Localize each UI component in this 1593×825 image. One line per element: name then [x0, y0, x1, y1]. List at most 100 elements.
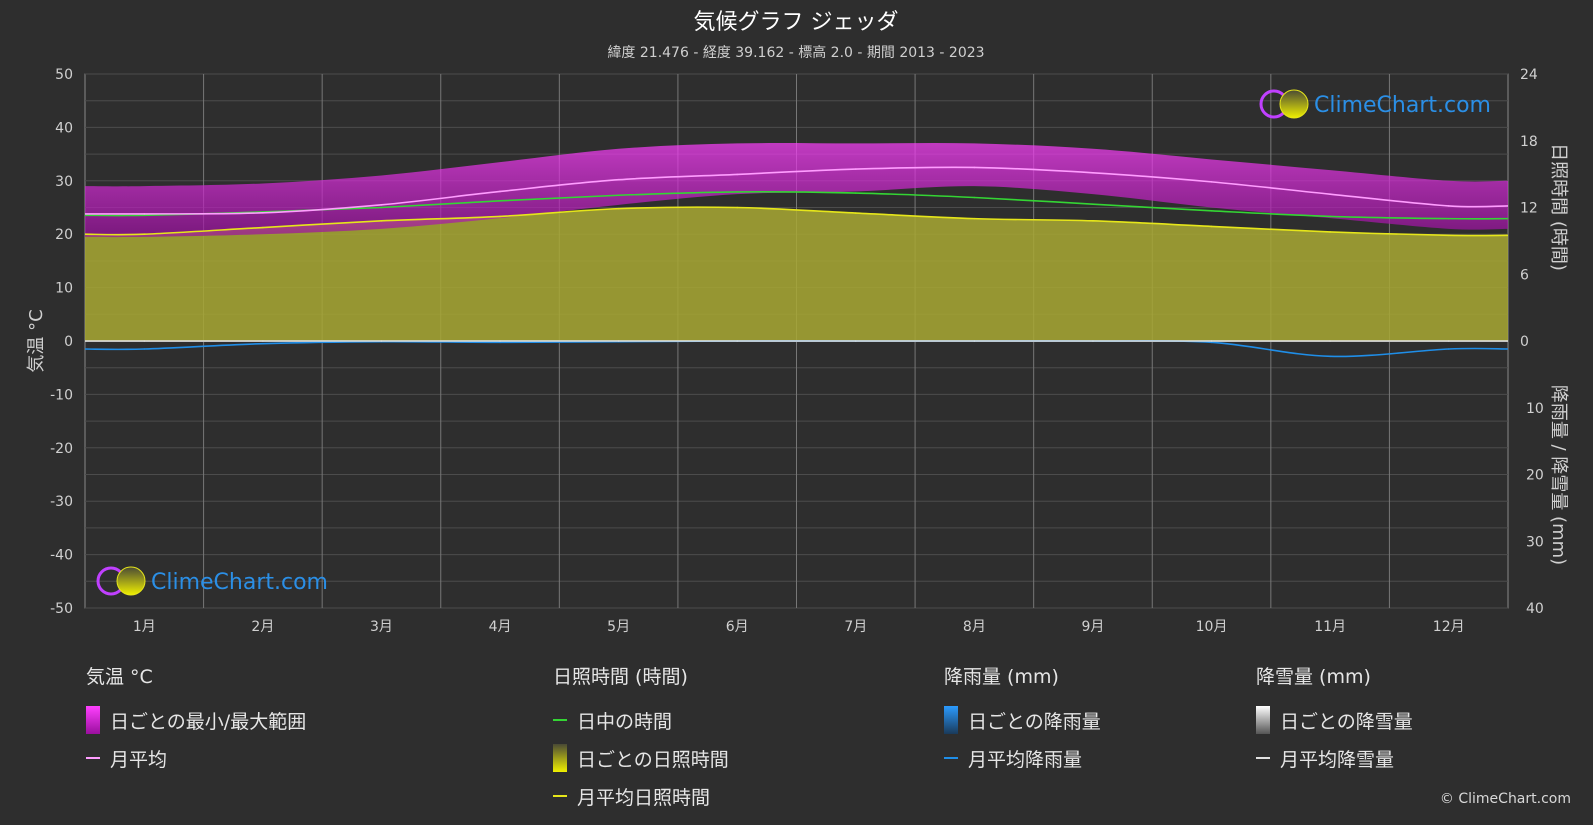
- legend-rain-daily-label: 日ごとの降雨量: [968, 710, 1101, 733]
- left-tick-label: 50: [55, 67, 73, 83]
- left-tick-label: -40: [50, 548, 73, 564]
- right-bottom-tick-label: 20: [1526, 468, 1544, 484]
- chart-title: 気候グラフ ジェッダ: [694, 10, 899, 35]
- sunshine-avg-line: [85, 206, 1508, 237]
- sunshine-avg-line-point: [736, 206, 739, 209]
- legend-snow-avg: 月平均降雪量: [1256, 739, 1413, 777]
- daylight-line-point: [1092, 203, 1094, 205]
- daylight-line-point: [973, 196, 976, 199]
- legend-temp-avg: 月平均: [86, 739, 306, 777]
- legend-snow-avg-swatch: [1256, 757, 1270, 759]
- temp-avg-line-point: [973, 166, 976, 169]
- temp-avg-line-point: [1447, 205, 1450, 207]
- sunshine-avg-line-point: [854, 212, 857, 214]
- temp-avg-line-point: [143, 213, 146, 215]
- month-label: 4月: [489, 619, 512, 635]
- legend-snow-head: 降雪量 (mm): [1256, 666, 1371, 688]
- right-top-tick-label: 0: [1520, 334, 1529, 350]
- rain-avg-line-point: [143, 348, 146, 350]
- temp-avg-line-point: [736, 173, 739, 176]
- right-top-tick-label: 12: [1520, 201, 1538, 217]
- legend-temperature: 気温 °C 日ごとの最小/最大範囲 月平均: [86, 662, 306, 777]
- brand-logo-top: ClimeChart.com: [1259, 89, 1491, 119]
- legend-sunshine: 日照時間 (時間) 日中の時間 日ごとの日照時間 月平均日照時間: [553, 662, 729, 815]
- sunshine-avg-line-point: [262, 226, 264, 229]
- daylight-line-point: [143, 214, 146, 217]
- temp-avg-line: [85, 166, 1508, 215]
- left-axis-label: 気温 °C: [26, 309, 47, 372]
- legend-rain-daily: 日ごとの降雨量: [944, 701, 1101, 739]
- right-axis-label-bottom: 降雨量 / 降雪量 (mm): [1548, 385, 1569, 565]
- sunshine-avg-line-point: [380, 220, 383, 222]
- daylight-line-point: [380, 206, 383, 209]
- month-label: 7月: [844, 619, 867, 635]
- legend-sun-avg: 月平均日照時間: [553, 777, 729, 815]
- legend-sun-daily-label: 日ごとの日照時間: [577, 748, 729, 771]
- legend-sun-head: 日照時間 (時間): [553, 666, 688, 688]
- legend-daylight-swatch: [553, 719, 567, 721]
- legend-temp-head: 気温 °C: [86, 666, 153, 688]
- legend-rain-head: 降雨量 (mm): [944, 666, 1059, 688]
- daylight-line-point: [617, 194, 620, 197]
- sunshine-avg-line-point: [1447, 234, 1450, 237]
- temperature-band: [85, 143, 1508, 238]
- sunshine-avg-line-point: [973, 217, 976, 220]
- month-label: 9月: [1081, 619, 1104, 635]
- left-tick-label: -50: [50, 601, 73, 617]
- daylight-line-point: [1329, 215, 1331, 218]
- sunshine-avg-line-point: [499, 215, 501, 218]
- legend-snow: 降雪量 (mm) 日ごとの降雪量 月平均降雪量: [1256, 662, 1413, 777]
- month-labels: 1月 2月 3月 4月 5月 6月 7月 8月 9月 10月 11月 12月: [133, 619, 1465, 635]
- legend-snow-daily: 日ごとの降雪量: [1256, 701, 1413, 739]
- legend-sun-daily-swatch: [553, 744, 567, 772]
- temp-avg-line-point: [617, 178, 620, 181]
- rain-avg-line-point: [262, 342, 264, 345]
- right-top-tick-label: 6: [1520, 267, 1529, 283]
- left-tick-label: -10: [50, 387, 73, 403]
- right-top-tick-label: 18: [1520, 134, 1538, 150]
- snow-avg-line-point: [617, 340, 620, 342]
- snow-avg-line-point: [499, 340, 501, 342]
- snow-avg-line-point: [973, 340, 976, 342]
- daylight-line-point: [854, 192, 857, 194]
- rain-avg-line-point: [1329, 355, 1331, 358]
- right-axis-ticks: 24 18 12 6 0 10 20 30 40: [1520, 67, 1544, 617]
- legend-sun-avg-swatch: [553, 795, 567, 797]
- rain-avg-line-point: [499, 341, 501, 344]
- legend-temp-range-label: 日ごとの最小/最大範囲: [110, 710, 307, 733]
- sunshine-avg-line-point: [1329, 231, 1331, 233]
- legend-sun-daily: 日ごとの日照時間: [553, 739, 729, 777]
- temp-avg-line-point: [262, 212, 264, 214]
- brand-name-bottom: ClimeChart.com: [151, 570, 328, 595]
- month-label: 6月: [726, 619, 749, 635]
- legend-temp-avg-swatch: [86, 757, 100, 759]
- chart-subtitle: 緯度 21.476 - 経度 39.162 - 標高 2.0 - 期間 2013…: [607, 44, 984, 61]
- month-label: 5月: [607, 619, 630, 635]
- right-bottom-tick-label: 30: [1526, 534, 1544, 550]
- brand-logo-bottom: ClimeChart.com: [96, 566, 328, 596]
- right-bottom-tick-label: 40: [1526, 601, 1544, 617]
- legend-snow-daily-swatch: [1256, 706, 1270, 734]
- snow-avg-line-point: [262, 340, 264, 342]
- month-label: 8月: [963, 619, 986, 635]
- brand-sun-icon: [1279, 89, 1309, 119]
- snow-avg-line-point: [1210, 340, 1213, 342]
- brand-name-top: ClimeChart.com: [1314, 93, 1491, 118]
- daylight-line-point: [499, 200, 501, 202]
- sunshine-avg-line-point: [617, 207, 620, 210]
- series-lines: [85, 166, 1508, 358]
- snow-avg-line-point: [736, 340, 739, 342]
- month-label: 11月: [1314, 619, 1346, 635]
- left-tick-label: 0: [64, 334, 73, 350]
- right-bottom-tick-label: 10: [1526, 401, 1544, 417]
- legend-rain: 降雨量 (mm) 日ごとの降雨量 月平均降雨量: [944, 662, 1101, 777]
- rain-avg-line-point: [1447, 348, 1450, 350]
- sunshine-fill: [85, 207, 1508, 341]
- month-label: 2月: [251, 619, 274, 635]
- legend-daylight-label: 日中の時間: [577, 710, 673, 733]
- temp-avg-line-point: [1092, 171, 1094, 174]
- month-label: 12月: [1433, 619, 1465, 635]
- daylight-line-point: [1210, 210, 1213, 212]
- right-top-tick-label: 24: [1520, 67, 1538, 83]
